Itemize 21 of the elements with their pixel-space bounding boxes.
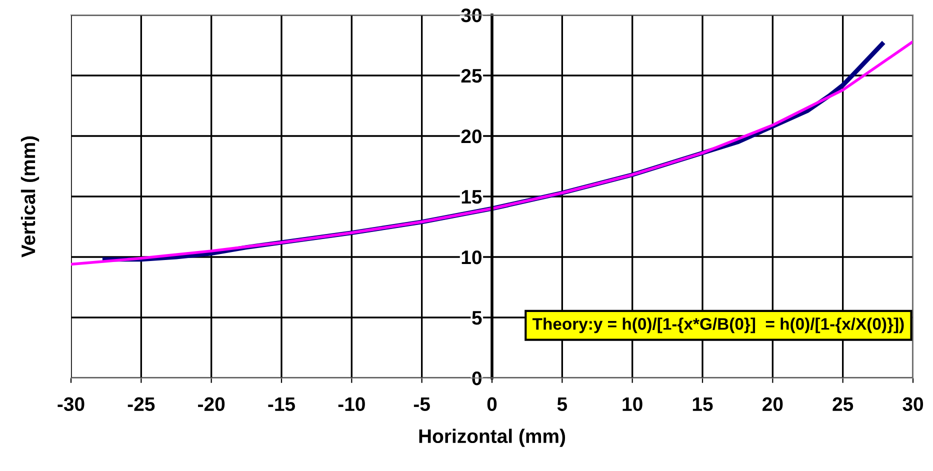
y-tick-label: 15 [462, 190, 482, 204]
y-tick-label: 25 [461, 68, 482, 83]
y-axis-title: Vertical (mm) [20, 136, 40, 258]
x-tick-label: 10 [622, 397, 642, 412]
annotation: Theory:y = h(0)/[1-{x*G/B(0}] = h(0)/[1-{x/X(0)}]) [532, 318, 904, 334]
y-tick-label: 10 [462, 250, 482, 264]
x-tick-label: -20 [198, 397, 225, 412]
x-tick-label: -5 [414, 397, 430, 412]
x-tick-label: -10 [338, 397, 365, 412]
y-tick-label: 20 [461, 129, 482, 144]
x-tick-label: 30 [902, 397, 924, 412]
x-axis-title: Horizontal (mm) [419, 428, 566, 447]
x-tick-label: 5 [557, 397, 568, 412]
y-tick-label: 5 [472, 311, 482, 325]
x-tick-label: -15 [268, 397, 296, 412]
x-tick-label: -30 [58, 397, 84, 412]
x-tick-label: 15 [692, 397, 713, 412]
x-tick-label: 0 [487, 397, 497, 412]
x-tick-label: 25 [832, 397, 854, 412]
x-tick-label: -25 [128, 397, 155, 412]
x-tick-label: 20 [762, 397, 783, 412]
